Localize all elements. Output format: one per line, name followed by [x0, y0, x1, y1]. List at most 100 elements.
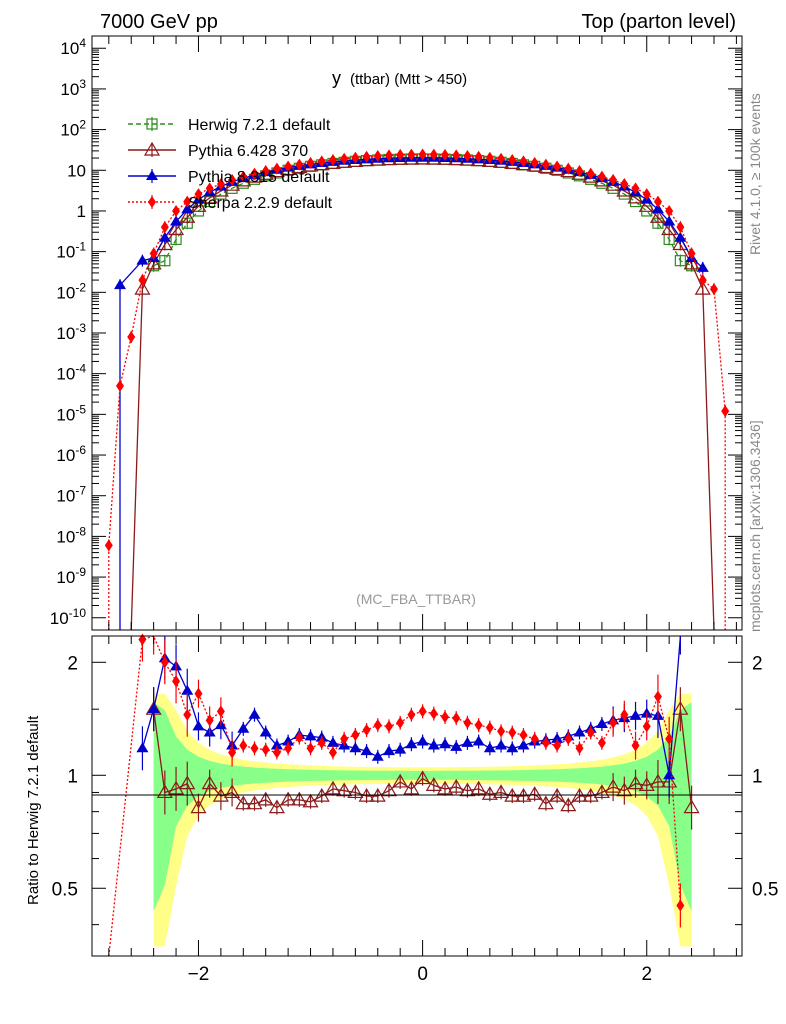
- ratio-point: [642, 720, 651, 733]
- series-point: [216, 178, 225, 191]
- ratio-point: [246, 795, 263, 810]
- ratio-point: [268, 799, 285, 814]
- ratio-tick-label-left: 2: [67, 653, 78, 674]
- ratio-point: [304, 730, 317, 741]
- ratio-point: [328, 746, 337, 759]
- ratio-point: [302, 793, 319, 808]
- ratio-point: [506, 742, 519, 753]
- series-point: [651, 203, 664, 214]
- ratio-point: [360, 745, 373, 756]
- series-point: [694, 280, 711, 295]
- x-tick-label: 2: [641, 964, 652, 985]
- ratio-point: [573, 726, 586, 737]
- ratio-point: [239, 739, 248, 752]
- ratio-point: [380, 782, 398, 797]
- series-point: [373, 149, 382, 162]
- series-point: [586, 167, 595, 180]
- ratio-point: [257, 791, 274, 806]
- series-point: [136, 254, 149, 265]
- series-point: [620, 178, 629, 191]
- ratio-point: [394, 743, 407, 754]
- series-point: [553, 160, 562, 173]
- series-point: [190, 198, 207, 212]
- ratio-point: [160, 656, 169, 669]
- ratio-point: [349, 742, 362, 753]
- ratio-point: [595, 717, 608, 728]
- header-left: 7000 GeV pp: [100, 11, 218, 33]
- series-point: [134, 280, 151, 295]
- series-point: [452, 149, 461, 162]
- series-point: [181, 203, 194, 214]
- legend-label-1: Pythia 6.428 370: [188, 143, 308, 160]
- ratio-point: [493, 784, 510, 799]
- series-point: [362, 150, 371, 163]
- series-point: [474, 150, 483, 163]
- ratio-point: [676, 899, 685, 912]
- series-point: [116, 379, 125, 392]
- series-point: [306, 156, 315, 169]
- ratio-point: [190, 799, 207, 814]
- series-point: [145, 255, 162, 270]
- ratio-line-1: [141, 635, 682, 776]
- ratio-point: [631, 739, 640, 752]
- x-axis-ticks: −2 0 2: [108, 36, 737, 985]
- ratio-point: [530, 732, 539, 745]
- ratio-point: [472, 735, 485, 746]
- ratio-point: [665, 732, 674, 745]
- series-point: [104, 539, 113, 552]
- plot-title: y (ttbar) (Mtt > 450): [332, 68, 467, 88]
- ratio-tick-label-left: 1: [67, 766, 78, 787]
- ratio-band-inner: [153, 702, 692, 912]
- ratio-point: [497, 725, 506, 738]
- ratio-point: [629, 709, 642, 720]
- ratio-point: [373, 719, 382, 732]
- ratio-point: [627, 775, 644, 790]
- legend-label-3: Sherpa 2.2.9 default: [188, 195, 333, 212]
- series-point: [541, 158, 550, 171]
- ratio-point: [553, 739, 562, 752]
- series-point: [170, 215, 183, 226]
- series-point: [201, 189, 218, 204]
- ratio-point: [448, 778, 465, 793]
- series-point: [284, 160, 293, 173]
- header-right: Top (parton level): [581, 11, 736, 33]
- main-tick-label: 102: [60, 118, 86, 140]
- series-point: [384, 149, 393, 162]
- series-line-3: [108, 153, 726, 630]
- series-point: [160, 221, 169, 234]
- main-axis-ticks: 10-10 10-9 10-8 10-7 10-6 10-5 10-4 10-3 10-2 10-…: [50, 35, 742, 628]
- ratio-point: [237, 722, 250, 733]
- series-point: [687, 247, 696, 260]
- ratio-point: [672, 700, 689, 715]
- series-point: [674, 255, 686, 267]
- series-point: [575, 165, 584, 178]
- series-point: [709, 283, 718, 296]
- ratio-point: [638, 777, 655, 791]
- series-point: [159, 255, 171, 267]
- ratio-point: [609, 716, 618, 729]
- ratio-point: [259, 726, 272, 737]
- series-point: [530, 156, 539, 169]
- ratio-uncertainty-bands: [153, 693, 692, 947]
- ratio-point: [235, 795, 252, 810]
- series-point: [261, 165, 270, 178]
- ratio-point: [463, 716, 472, 729]
- ratio-point: [407, 708, 416, 721]
- ratio-point: [340, 732, 349, 745]
- series-point: [317, 155, 326, 168]
- series-point: [597, 170, 606, 183]
- series-point: [663, 215, 676, 226]
- ratio-point: [403, 780, 420, 795]
- ratio-point: [371, 750, 384, 761]
- main-tick-label: 10-10: [50, 606, 87, 628]
- series-point: [683, 255, 700, 270]
- ratio-point: [351, 729, 360, 742]
- ratio-point: [439, 738, 452, 749]
- series-point: [194, 188, 203, 201]
- ratio-point: [291, 791, 308, 806]
- series-point: [497, 152, 506, 165]
- ratio-point: [470, 780, 487, 795]
- ratio-axis-ticks: 0.5 0.5 1 1 2 2: [52, 653, 778, 926]
- series-point: [340, 152, 349, 165]
- ratio-point: [495, 739, 508, 750]
